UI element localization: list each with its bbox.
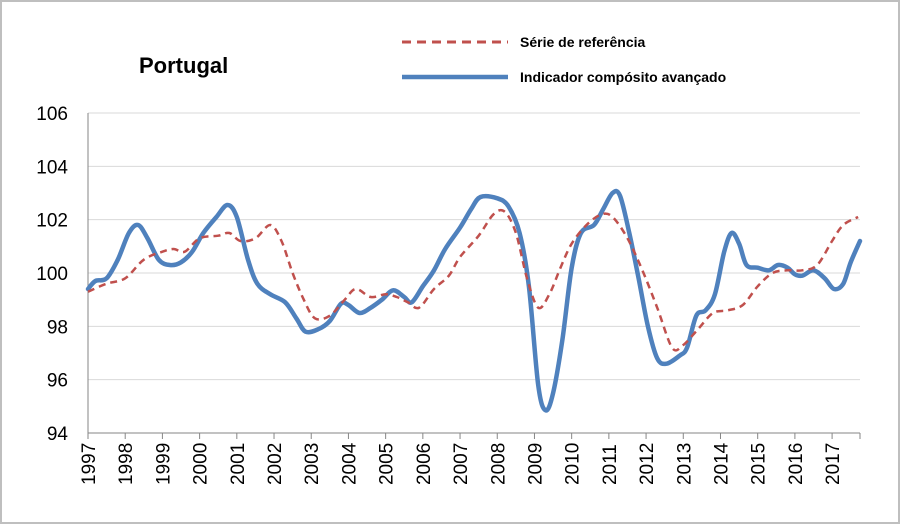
y-tick-label: 106 xyxy=(36,104,68,125)
x-tick-label: 1998 xyxy=(116,443,137,485)
x-tick-label: 2013 xyxy=(674,443,695,485)
y-tick-label: 100 xyxy=(36,264,68,285)
y-tick-label: 94 xyxy=(47,424,69,445)
x-tick-label: 2017 xyxy=(823,443,844,485)
x-tick-label: 1997 xyxy=(79,443,100,485)
x-tick-label: 2000 xyxy=(191,443,212,485)
y-tick-label: 104 xyxy=(36,157,68,178)
x-tick-label: 2014 xyxy=(711,442,732,485)
x-tick-label: 2007 xyxy=(451,443,472,485)
x-tick-label: 2011 xyxy=(600,444,621,485)
y-axis-ticks: 94 96 98 100 102 104 106 xyxy=(36,104,68,445)
x-tick-label: 2002 xyxy=(265,443,286,485)
legend: Série de referência Indicador compósito … xyxy=(402,34,726,85)
x-tick-label: 2005 xyxy=(377,443,398,485)
x-tick-label: 2001 xyxy=(228,443,249,485)
series-line-leading-indicator xyxy=(85,188,863,413)
x-tick-label: 2016 xyxy=(786,443,807,485)
y-tick-label: 98 xyxy=(47,317,68,338)
x-tick-label: 2012 xyxy=(637,443,658,485)
chart-title: Portugal xyxy=(139,53,228,78)
x-tick-label: 2003 xyxy=(302,443,323,485)
x-tick-label: 2015 xyxy=(749,443,770,485)
axes xyxy=(87,113,861,439)
x-tick-label: 2006 xyxy=(414,443,435,485)
series-line-reference xyxy=(87,208,859,352)
x-axis-ticks: 1997 1998 1999 2000 2001 2002 2003 2004 2005 2006… xyxy=(79,442,844,485)
x-tick-label: 2004 xyxy=(339,442,360,485)
y-tick-label: 102 xyxy=(36,211,68,232)
x-tick-label: 1999 xyxy=(153,443,174,485)
legend-label-reference: Série de referência xyxy=(520,34,646,50)
x-tick-label: 2010 xyxy=(563,443,584,485)
x-tick-label: 2009 xyxy=(525,443,546,485)
legend-label-leading-indicator: Indicador compósito avançado xyxy=(520,69,726,85)
x-tick-label: 2008 xyxy=(488,443,509,485)
series-layer xyxy=(85,188,863,413)
y-tick-label: 96 xyxy=(47,371,68,392)
grid-lines xyxy=(88,112,860,381)
